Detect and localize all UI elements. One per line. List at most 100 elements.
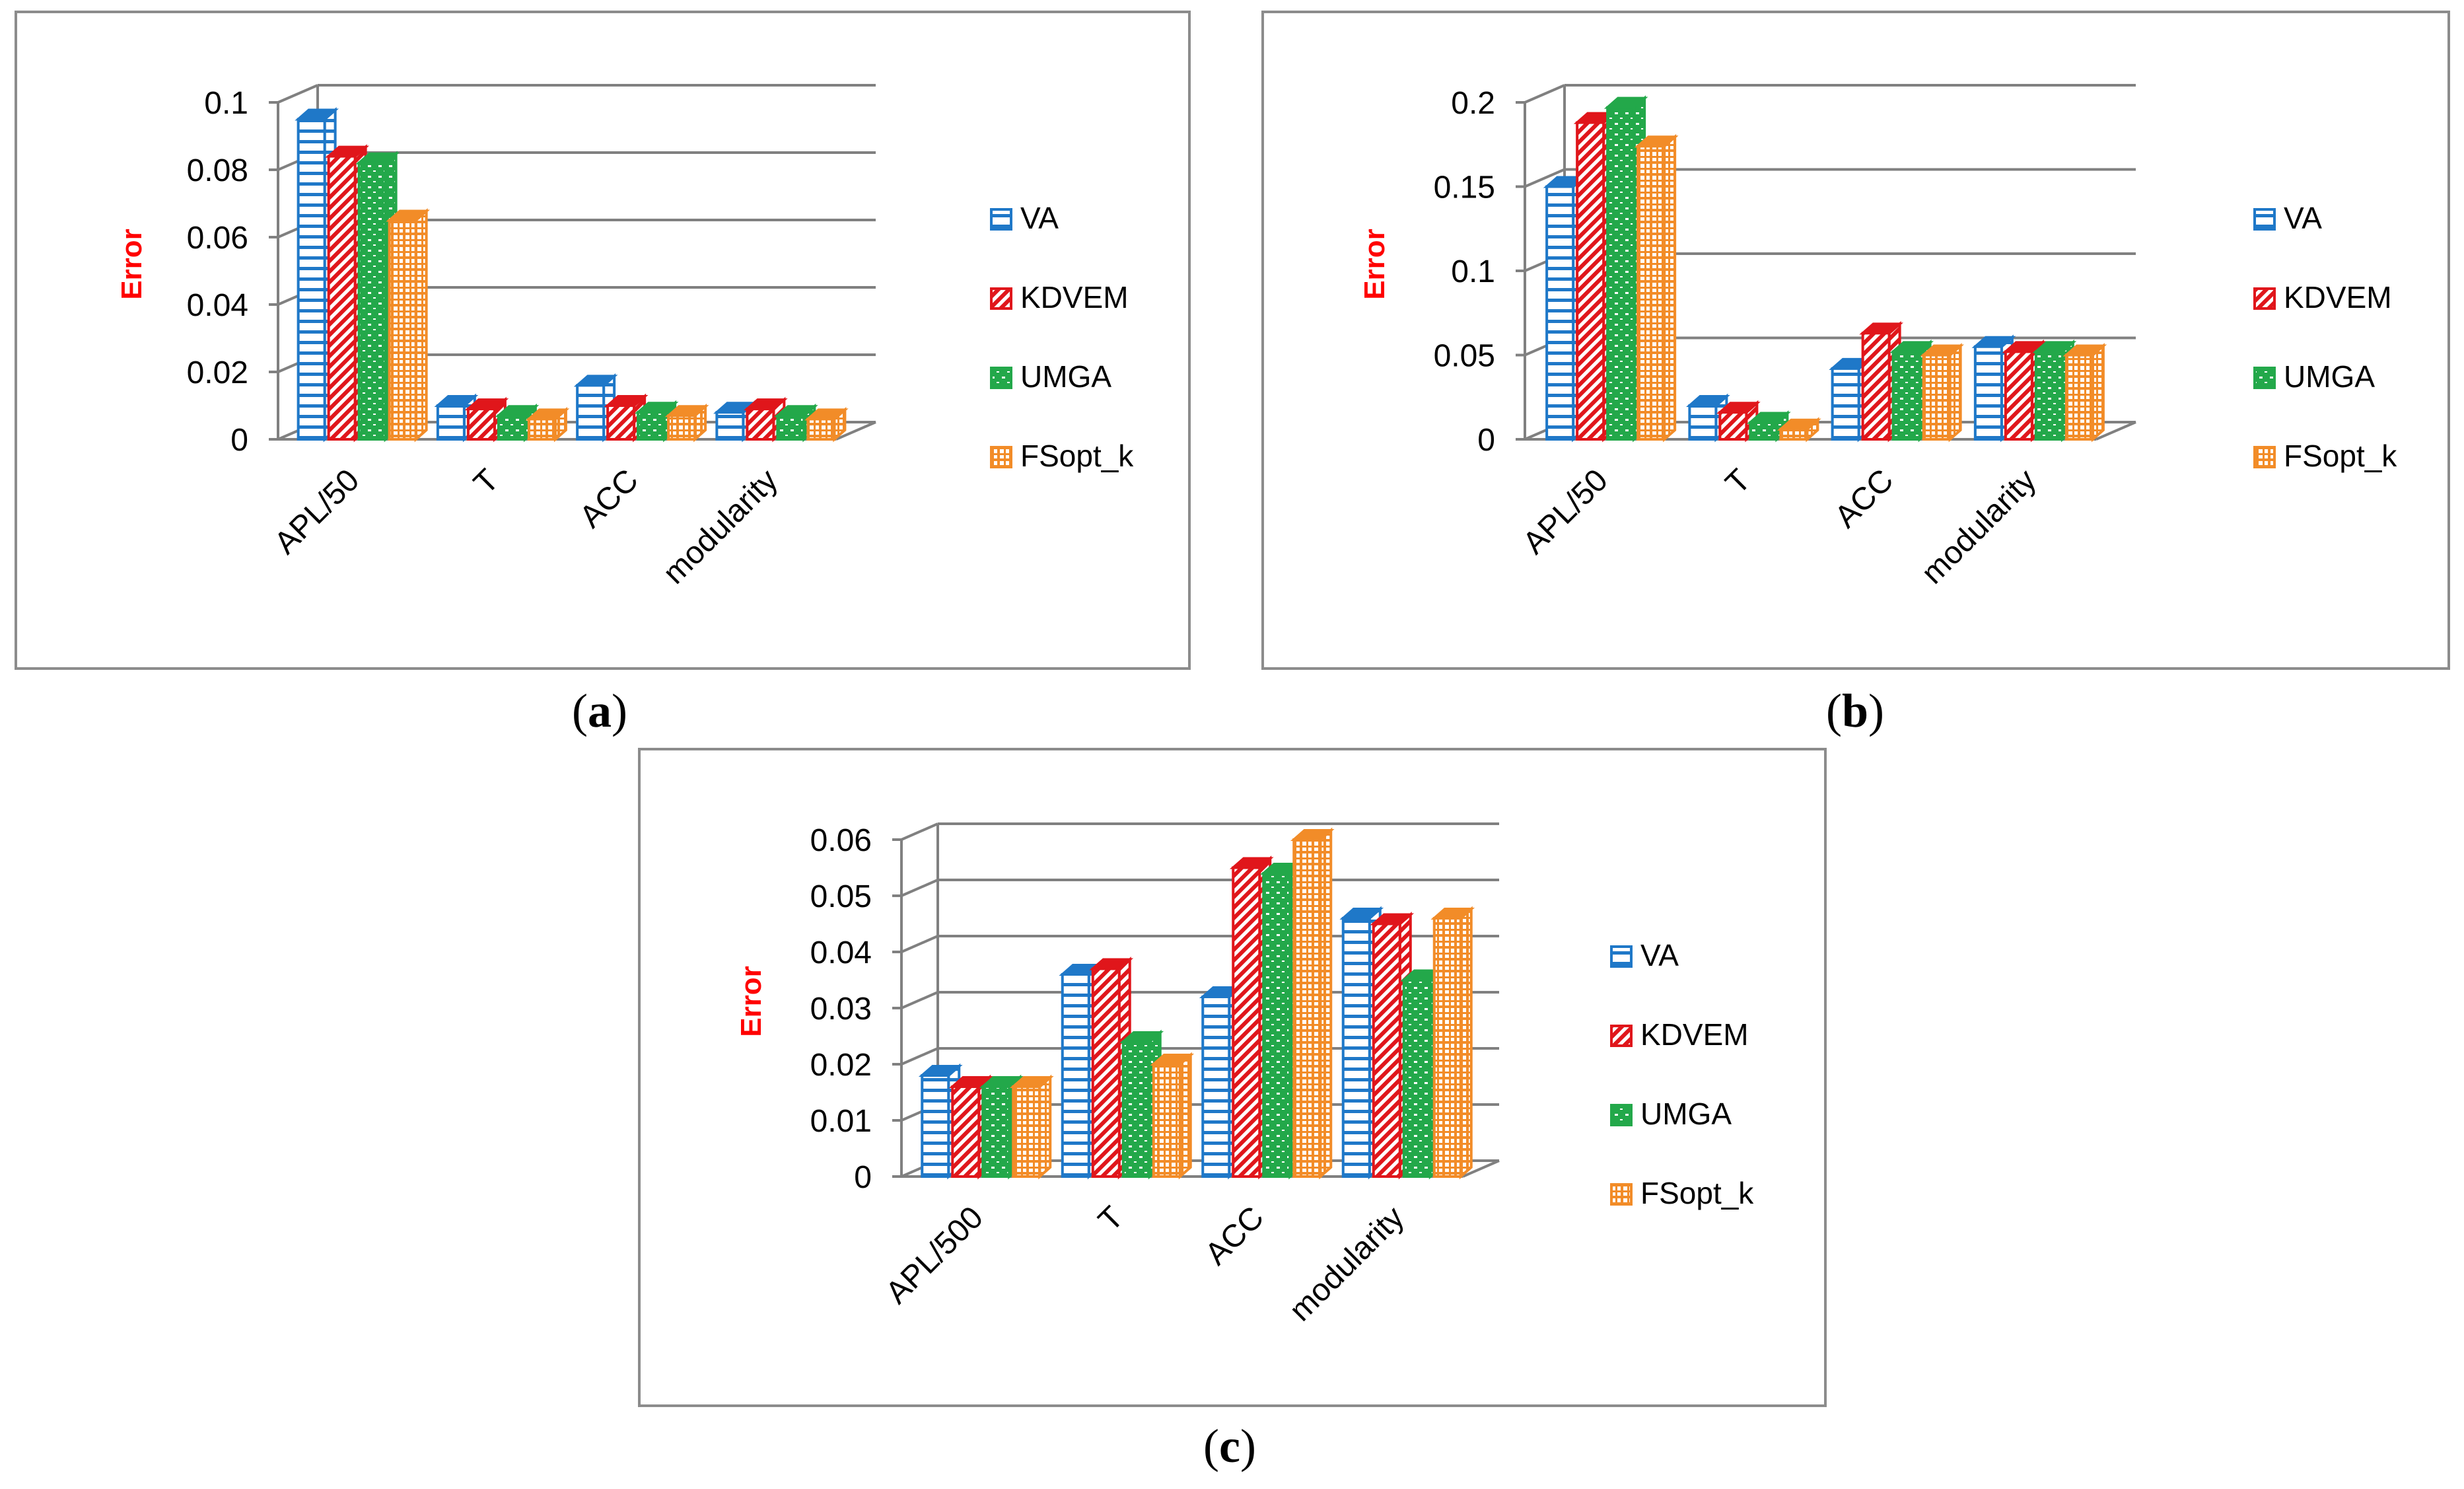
- floor-edge: [835, 421, 876, 441]
- legend-swatch-kdvem: [2253, 287, 2276, 310]
- bar-side: [1948, 343, 1962, 443]
- bar-fsopt-k-apl-50: [386, 208, 430, 443]
- bar-side: [1459, 906, 1473, 1180]
- y-tick-label: 0.04: [187, 288, 248, 323]
- y-tick-label: 0: [1477, 423, 1495, 458]
- y-tick-label: 0.01: [810, 1104, 872, 1139]
- bar-front: [327, 155, 357, 441]
- bar-front: [436, 404, 466, 441]
- bar-fsopt-k-t: [1150, 1052, 1195, 1180]
- bar-fsopt-k-t: [525, 406, 570, 443]
- bar-front: [1891, 350, 1921, 441]
- legend-label-kdvem: KDVEM: [2284, 280, 2392, 314]
- legend-swatch-umga: [2253, 367, 2276, 389]
- legend-swatch-fsopt-k: [2253, 446, 2276, 468]
- bar-side: [414, 208, 428, 443]
- bar-front: [1545, 185, 1575, 441]
- legend-label-umga: UMGA: [2284, 359, 2375, 394]
- legend-label-va: VA: [1640, 938, 1679, 972]
- bar-front: [297, 118, 326, 441]
- x-tick-label-apl-50: APL/50: [268, 462, 367, 561]
- x-tick-label-acc: ACC: [1828, 462, 1900, 534]
- bar-front: [2034, 350, 2064, 441]
- gridline-depth: [901, 935, 938, 953]
- bar-front: [667, 414, 697, 441]
- legend-label-va: VA: [2284, 201, 2322, 235]
- bar-front: [1749, 421, 1778, 441]
- chart-b-svg: 0 0.05 0.1 0.15 0.2 Error APL/50 T ACC modularity…: [1358, 84, 2397, 591]
- y-axis-title: Error: [116, 229, 148, 300]
- bar-fsopt-k-acc: [664, 403, 709, 443]
- x-tick-label-acc: ACC: [573, 462, 645, 534]
- legend-label-fsopt-k: FSopt_k: [2284, 439, 2397, 473]
- bar-front: [357, 161, 387, 441]
- bar-front: [1432, 917, 1462, 1178]
- y-tick-label: 0: [230, 423, 248, 458]
- x-tick-label-t: T: [467, 462, 505, 501]
- bar-front: [1201, 996, 1231, 1178]
- y-tick-label: 0.02: [810, 1048, 872, 1083]
- gridline-depth: [901, 879, 938, 897]
- bar-front: [1152, 1063, 1181, 1178]
- legend-label-va: VA: [1020, 201, 1059, 235]
- y-tick-label: 0.05: [810, 879, 872, 914]
- bar-front: [1061, 973, 1090, 1178]
- bar-front: [715, 411, 745, 441]
- bar-front: [1121, 1040, 1151, 1178]
- legend-swatch-kdvem: [990, 287, 1012, 310]
- y-tick-label: 0.06: [187, 221, 248, 256]
- legend-swatch-fsopt-k: [1610, 1183, 1633, 1206]
- bar-front: [576, 384, 606, 441]
- floor-edge: [2095, 421, 2136, 441]
- legend-label-umga: UMGA: [1640, 1097, 1732, 1131]
- y-axis-title: Error: [735, 966, 767, 1037]
- bar-side: [2091, 343, 2105, 443]
- y-tick-label: 0.02: [187, 355, 248, 390]
- floor-edge: [1462, 1159, 1500, 1178]
- bar-front: [776, 414, 806, 441]
- panel-label-b: (b): [1826, 684, 1885, 737]
- chart-panel-b: 0 0.05 0.1 0.15 0.2 Error APL/50 T ACC modularity…: [1261, 11, 2450, 670]
- x-tick-label-t: T: [1092, 1200, 1130, 1238]
- y-tick-label: 0.2: [1451, 86, 1495, 121]
- bar-front: [746, 408, 775, 441]
- bar-front: [1091, 967, 1121, 1178]
- legend-label-kdvem: KDVEM: [1020, 280, 1129, 314]
- bar-front: [1341, 917, 1371, 1178]
- chart-panel-a: 0 0.02 0.04 0.06 0.08 0.1 Error APL/50 T ACC modul…: [15, 11, 1191, 670]
- bar-front: [606, 404, 636, 441]
- bar-fsopt-k-t: [1777, 417, 1821, 443]
- bar-front: [921, 1074, 950, 1178]
- gridline-depth: [1524, 84, 1565, 104]
- y-tick-label: 0.03: [810, 992, 872, 1027]
- legend-label-fsopt-k: FSopt_k: [1020, 439, 1134, 473]
- legend-swatch-va: [1610, 945, 1633, 968]
- gridline-depth: [901, 991, 938, 1009]
- gridline-depth: [277, 84, 318, 104]
- x-tick-label-modularity: modularity: [1283, 1200, 1411, 1328]
- y-tick-label: 0: [854, 1160, 872, 1195]
- y-tick-label: 0.08: [187, 153, 248, 188]
- x-tick-label-acc: ACC: [1199, 1200, 1271, 1272]
- bar-front: [1232, 866, 1261, 1178]
- bar-fsopt-k-apl-500: [1009, 1074, 1054, 1180]
- bar-front: [1861, 332, 1891, 441]
- y-tick-label: 0.05: [1434, 339, 1495, 374]
- bar-side: [1038, 1074, 1052, 1180]
- bar-fsopt-k-acc: [1290, 827, 1335, 1180]
- bar-front: [2004, 350, 2033, 441]
- bar-front: [1688, 404, 1718, 441]
- bar-fsopt-k-modularity: [804, 406, 849, 443]
- bar-front: [1576, 121, 1605, 441]
- bar-side: [1319, 827, 1333, 1180]
- bar-front: [497, 414, 526, 441]
- bar-side: [1663, 133, 1677, 443]
- bar-front: [1372, 922, 1401, 1178]
- legend-swatch-va: [990, 208, 1012, 231]
- bar-front: [637, 411, 666, 441]
- bar-front: [1606, 106, 1636, 441]
- bar-front: [806, 418, 836, 441]
- bar-front: [981, 1085, 1011, 1178]
- bar-va-t: [1686, 393, 1730, 443]
- bar-front: [1718, 411, 1748, 441]
